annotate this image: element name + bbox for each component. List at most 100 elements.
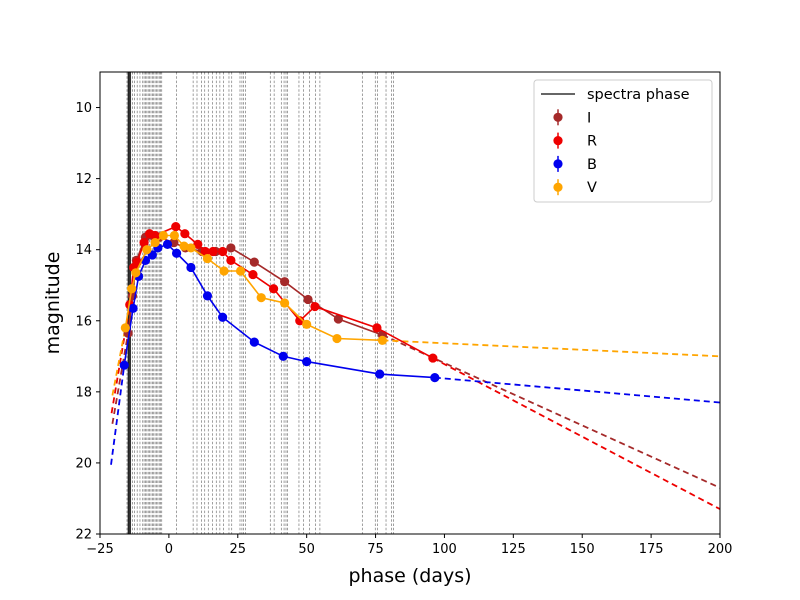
data-point-B [202, 291, 213, 301]
data-point-R [226, 255, 236, 265]
data-point-B [119, 360, 129, 370]
data-point-B [278, 351, 288, 361]
data-point-V [158, 230, 168, 241]
legend-label: spectra phase [587, 87, 690, 103]
data-point-R [218, 246, 228, 257]
data-point-B [218, 312, 228, 322]
series-R [125, 221, 438, 363]
y-axis-label: magnitude [42, 252, 64, 355]
data-point-I [249, 257, 259, 267]
data-point-R [295, 316, 305, 326]
data-point-V [169, 230, 179, 241]
data-point-R [150, 230, 160, 241]
data-point-R [372, 323, 382, 333]
legend-entry-B: B [553, 155, 597, 173]
x-tick-label: 150 [570, 542, 595, 557]
data-point-B [186, 262, 196, 273]
data-point-V [142, 245, 152, 255]
y-tick-label: 10 [75, 101, 92, 116]
data-point-V [131, 268, 141, 278]
x-tick-label: 175 [639, 542, 664, 557]
data-point-B [375, 369, 385, 379]
legend-entry-V: V [553, 179, 597, 196]
data-point-B [249, 337, 259, 347]
data-point-V [219, 266, 229, 276]
data-point-R [310, 301, 320, 312]
data-point-V [150, 237, 160, 248]
data-point-V [186, 243, 196, 253]
series-layer [119, 221, 440, 383]
legend-entry-R: R [553, 132, 597, 150]
data-point-R [428, 353, 438, 363]
y-tick-label: 20 [75, 456, 92, 471]
x-tick-label: 50 [298, 542, 315, 557]
legend-marker-swatch [553, 182, 563, 192]
y-tick-label: 18 [75, 385, 92, 400]
late-fit-line-R [432, 357, 720, 510]
data-point-V [302, 319, 312, 329]
early-fit-line [110, 365, 126, 465]
data-point-B [128, 303, 138, 313]
series-B [119, 239, 440, 383]
x-tick-label: −25 [86, 542, 113, 557]
data-point-V [377, 335, 388, 345]
data-point-B [172, 248, 182, 258]
data-point-I [333, 314, 343, 324]
x-axis: −25 0 25 50 75 100 125 150 175 200 [86, 534, 732, 557]
plot-frame [99, 71, 721, 535]
data-point-B [162, 239, 173, 249]
data-point-B [430, 373, 440, 383]
x-tick-label: 100 [432, 542, 457, 557]
legend-box [533, 79, 713, 203]
x-tick-label: 125 [501, 542, 526, 557]
late-fit-line-V [382, 339, 720, 358]
data-point-B [302, 357, 312, 367]
data-point-R [269, 284, 279, 294]
early-fit-line [111, 327, 127, 396]
spectra-phase-lines [126, 72, 394, 534]
data-point-I [226, 243, 236, 253]
series-V [120, 230, 388, 345]
legend-marker-swatch [553, 112, 563, 122]
data-point-I [303, 294, 313, 305]
data-point-R [200, 246, 210, 257]
data-point-R [193, 239, 203, 249]
data-point-V [202, 253, 213, 264]
y-tick-label: 16 [75, 314, 92, 329]
legend-label: R [587, 134, 597, 150]
legend-marker-swatch [553, 136, 563, 146]
data-point-V [332, 333, 342, 344]
data-point-R [180, 229, 190, 239]
data-point-R [171, 221, 181, 232]
x-tick-label: 200 [708, 542, 733, 557]
y-axis: 10 12 14 16 18 20 22 [75, 101, 100, 543]
x-tick-label: 75 [367, 542, 384, 557]
late-fit-line-I [382, 334, 720, 489]
data-point-V [179, 241, 189, 251]
legend-label: B [587, 157, 597, 173]
legend-label: I [587, 110, 591, 126]
data-point-V [256, 293, 266, 303]
early-fit-line [111, 333, 129, 424]
y-tick-label: 12 [75, 172, 92, 187]
legend-marker-swatch [553, 159, 563, 169]
data-point-V [280, 298, 290, 308]
data-point-V [235, 266, 246, 276]
x-tick-label: 0 [165, 542, 173, 557]
legend-label: V [587, 180, 597, 196]
data-point-R [208, 246, 218, 257]
legend-entry-I: I [553, 109, 591, 126]
x-axis-label: phase (days) [348, 565, 471, 587]
data-point-V [120, 323, 130, 333]
data-point-R [248, 269, 258, 280]
legend-entry-spectra-phase: spectra phase [541, 87, 690, 103]
late-fit-line-B [434, 376, 720, 404]
y-tick-label: 14 [75, 243, 92, 258]
series-line-B [123, 243, 435, 379]
data-point-I [280, 277, 290, 287]
data-point-V [127, 284, 137, 294]
y-tick-label: 22 [75, 528, 92, 543]
x-tick-label: 25 [230, 542, 247, 557]
